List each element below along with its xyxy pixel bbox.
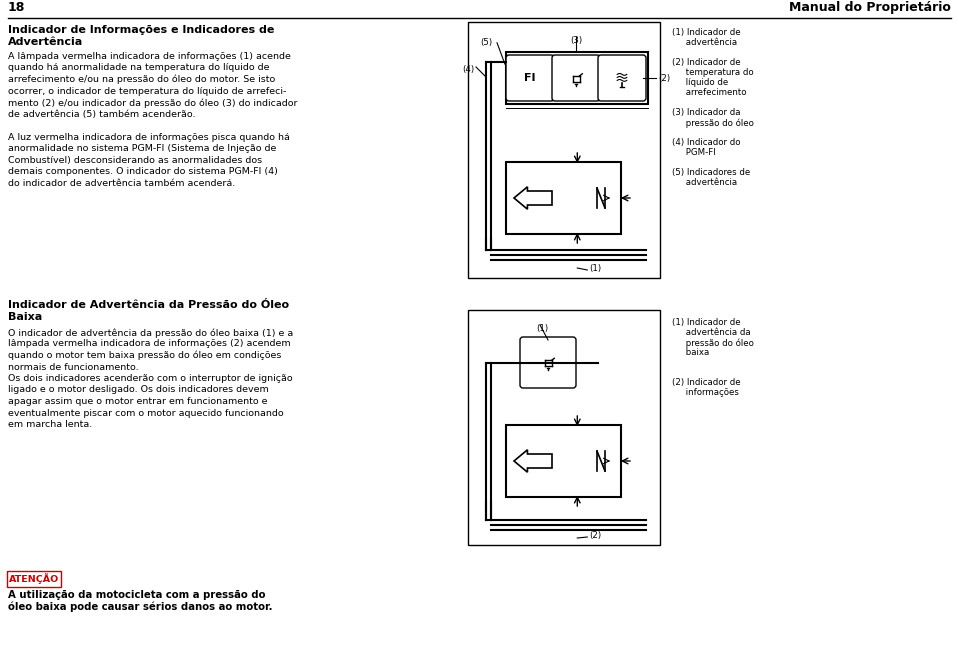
Text: advertência: advertência — [672, 178, 737, 187]
Text: (2): (2) — [589, 531, 601, 540]
Bar — [468, 310, 660, 545]
Text: Indicador de Advertência da Pressão do Óleo: Indicador de Advertência da Pressão do Ó… — [8, 300, 289, 310]
FancyBboxPatch shape — [7, 571, 61, 587]
Bar — [468, 22, 660, 278]
Text: Combustível) desconsiderando as anormalidades dos: Combustível) desconsiderando as anormali… — [8, 155, 262, 164]
Text: (2) Indicador de: (2) Indicador de — [672, 58, 740, 67]
Text: pressão do óleo: pressão do óleo — [672, 118, 754, 128]
Text: Os dois indicadores acenderão com o interruptor de ignição: Os dois indicadores acenderão com o inte… — [8, 374, 292, 383]
Text: FI: FI — [525, 73, 536, 83]
Text: (4): (4) — [462, 65, 474, 74]
Text: (1): (1) — [589, 264, 601, 273]
Text: advertência da: advertência da — [672, 328, 751, 337]
Text: baixa: baixa — [672, 348, 710, 357]
Text: pressão do óleo: pressão do óleo — [672, 338, 754, 348]
Text: apagar assim que o motor entrar em funcionamento e: apagar assim que o motor entrar em funci… — [8, 397, 268, 406]
Text: do indicador de advertência também acenderá.: do indicador de advertência também acend… — [8, 179, 235, 188]
Text: líquido de: líquido de — [672, 78, 728, 87]
FancyBboxPatch shape — [520, 337, 576, 388]
Text: anormalidade no sistema PGM-FI (Sistema de Injeção de: anormalidade no sistema PGM-FI (Sistema … — [8, 144, 276, 153]
Bar — [506, 425, 621, 497]
Text: Advertência: Advertência — [8, 37, 83, 47]
Text: arrefecimento e/ou na pressão do óleo do motor. Se isto: arrefecimento e/ou na pressão do óleo do… — [8, 75, 275, 85]
Text: em marcha lenta.: em marcha lenta. — [8, 420, 92, 429]
Bar — [506, 162, 621, 234]
Text: quando há anormalidade na temperatura do líquido de: quando há anormalidade na temperatura do… — [8, 63, 269, 72]
Text: (4) Indicador do: (4) Indicador do — [672, 138, 740, 147]
Text: informações: informações — [672, 388, 738, 397]
FancyBboxPatch shape — [598, 55, 646, 101]
Text: de advertência (5) também acenderão.: de advertência (5) também acenderão. — [8, 110, 196, 119]
Text: mento (2) e/ou indicador da pressão do óleo (3) do indicador: mento (2) e/ou indicador da pressão do ó… — [8, 98, 297, 108]
Text: A utilização da motocicleta com a pressão do: A utilização da motocicleta com a pressã… — [8, 590, 266, 600]
Text: advertência: advertência — [672, 38, 737, 47]
Text: Indicador de Informações e Indicadores de: Indicador de Informações e Indicadores d… — [8, 25, 274, 35]
Bar — [506, 52, 648, 104]
Text: normais de funcionamento.: normais de funcionamento. — [8, 363, 139, 372]
Text: Baixa: Baixa — [8, 312, 42, 322]
Text: 18: 18 — [8, 1, 25, 14]
Text: ligado e o motor desligado. Os dois indicadores devem: ligado e o motor desligado. Os dois indi… — [8, 385, 269, 394]
Text: PGM-FI: PGM-FI — [672, 148, 715, 157]
Text: (1) Indicador de: (1) Indicador de — [672, 28, 740, 37]
Text: quando o motor tem baixa pressão do óleo em condições: quando o motor tem baixa pressão do óleo… — [8, 351, 281, 361]
Polygon shape — [514, 450, 552, 472]
Text: (1): (1) — [536, 324, 548, 333]
Text: O indicador de advertência da pressão do óleo baixa (1) e a: O indicador de advertência da pressão do… — [8, 328, 293, 338]
Text: temperatura do: temperatura do — [672, 68, 754, 77]
Text: lâmpada vermelha indicadora de informações (2) acendem: lâmpada vermelha indicadora de informaçõ… — [8, 340, 291, 349]
Text: arrefecimento: arrefecimento — [672, 88, 746, 97]
FancyBboxPatch shape — [552, 55, 600, 101]
Text: demais componentes. O indicador do sistema PGM-FI (4): demais componentes. O indicador do siste… — [8, 167, 278, 176]
Text: ATENÇÃO: ATENÇÃO — [9, 574, 59, 584]
Text: (2): (2) — [658, 74, 670, 83]
Text: (3): (3) — [570, 36, 582, 45]
Text: (5): (5) — [480, 38, 492, 47]
Text: A lâmpada vermelha indicadora de informações (1) acende: A lâmpada vermelha indicadora de informa… — [8, 52, 291, 61]
Text: (2) Indicador de: (2) Indicador de — [672, 378, 740, 387]
FancyBboxPatch shape — [506, 55, 554, 101]
Text: óleo baixa pode causar sérios danos ao motor.: óleo baixa pode causar sérios danos ao m… — [8, 602, 272, 612]
Text: (5) Indicadores de: (5) Indicadores de — [672, 168, 750, 177]
Text: Manual do Proprietário: Manual do Proprietário — [789, 1, 951, 14]
Text: A luz vermelha indicadora de informações pisca quando há: A luz vermelha indicadora de informações… — [8, 132, 290, 141]
Text: (3) Indicador da: (3) Indicador da — [672, 108, 740, 117]
Text: eventualmente piscar com o motor aquecido funcionando: eventualmente piscar com o motor aquecid… — [8, 409, 284, 417]
Text: ocorrer, o indicador de temperatura do líquido de arrefeci-: ocorrer, o indicador de temperatura do l… — [8, 87, 287, 95]
Text: (1) Indicador de: (1) Indicador de — [672, 318, 740, 327]
Polygon shape — [514, 187, 552, 209]
